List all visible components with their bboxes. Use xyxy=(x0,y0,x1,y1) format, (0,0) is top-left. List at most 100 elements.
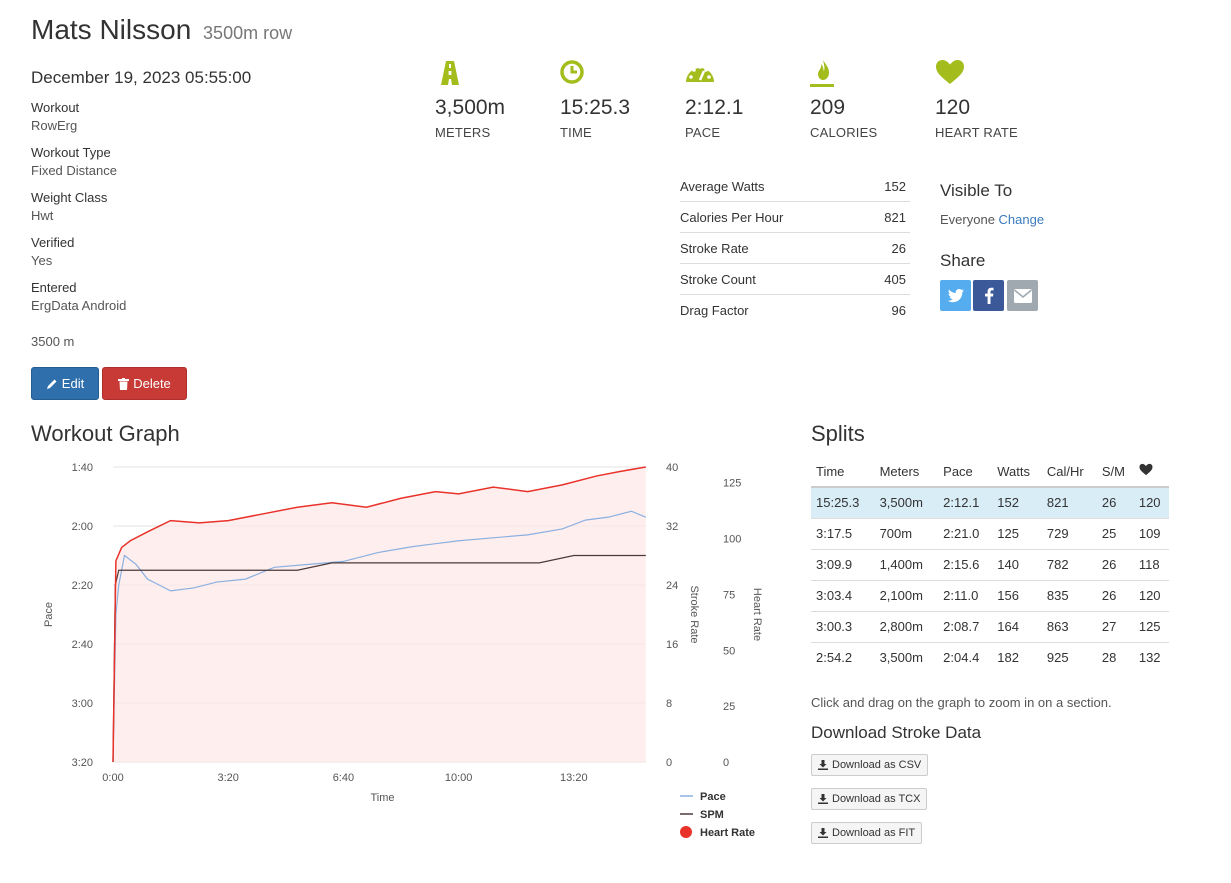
column-header: Time xyxy=(811,456,875,488)
download-tcx-button[interactable]: Download as TCX xyxy=(811,788,928,810)
pace-tick-label: 2:20 xyxy=(72,580,93,592)
metric-value: 96 xyxy=(891,303,906,318)
pencil-icon xyxy=(46,379,57,389)
cell: 2:15.6 xyxy=(938,548,993,580)
graph-zoom-hint: Click and drag on the graph to zoom in o… xyxy=(811,695,1112,710)
stat-heart-rate: 120 HEART RATE xyxy=(935,58,1055,140)
change-visibility-link[interactable]: Change xyxy=(998,212,1045,227)
splits-row: 3:00.3 2,800m 2:08.7 164 863 27 125 xyxy=(811,610,1169,642)
download-fit-button[interactable]: Download as FIT xyxy=(811,822,923,844)
cell: 2:08.7 xyxy=(938,610,993,642)
legend-label-spm: SPM xyxy=(700,809,724,821)
clock-icon xyxy=(560,60,584,84)
cell: 3,500m xyxy=(874,641,939,673)
column-header: Watts xyxy=(992,456,1042,488)
share-twitter-button[interactable] xyxy=(940,280,971,311)
stat-value: 209 xyxy=(810,96,846,119)
cell: 125 xyxy=(992,517,1042,549)
download-csv-button[interactable]: Download as CSV xyxy=(811,754,929,776)
download-icon xyxy=(818,794,828,804)
cell: 3:09.9 xyxy=(811,548,875,580)
pace-line xyxy=(112,510,647,763)
cell: 2:21.0 xyxy=(938,517,993,549)
stat-calories: 209 CALORIES xyxy=(810,58,930,140)
cell: 2:04.4 xyxy=(938,641,993,673)
cell: 26 xyxy=(1096,486,1134,518)
visibility-line: Everyone Change xyxy=(940,212,1044,227)
athlete-name: Mats Nilsson xyxy=(31,14,192,45)
pace-axis-title: Pace xyxy=(43,602,55,627)
metric-value: 405 xyxy=(884,271,906,287)
detail-item: Workout Type Fixed Distance xyxy=(31,145,331,190)
x-tick-label: 0:00 xyxy=(102,772,123,784)
share-facebook-button[interactable] xyxy=(973,280,1004,311)
cell: 164 xyxy=(992,610,1042,642)
stat-label: PACE xyxy=(685,125,721,140)
stroke-rate-axis-title: Stroke Rate xyxy=(688,585,700,643)
metric-row: Average Watts 152 xyxy=(680,171,910,202)
stat-label: CALORIES xyxy=(810,125,878,140)
cell: 27 xyxy=(1096,610,1134,642)
splits-row-total: 15:25.3 3,500m 2:12.1 152 821 26 120 xyxy=(811,486,1169,518)
detail-item: Entered ErgData Android xyxy=(31,280,331,325)
stroke-rate-tick-label: 16 xyxy=(666,639,678,651)
cell: 26 xyxy=(1096,548,1134,580)
detail-value: Hwt xyxy=(31,208,54,223)
cell: 821 xyxy=(1041,486,1097,518)
workout-subtitle: 3500m row xyxy=(203,23,293,43)
detail-label: Workout xyxy=(31,100,80,115)
detail-label: Workout Type xyxy=(31,145,111,160)
page-title: Mats Nilsson 3500m row xyxy=(31,14,292,46)
heart-icon xyxy=(936,60,964,84)
heart-rate-line xyxy=(112,466,646,763)
stat-meters: 3,500m METERS xyxy=(435,58,555,140)
x-tick-label: 6:40 xyxy=(333,772,354,784)
cell: 2:12.1 xyxy=(938,486,993,518)
stat-value: 15:25.3 xyxy=(560,96,631,119)
x-tick-label: 3:20 xyxy=(217,772,238,784)
splits-header-row: Time Meters Pace Watts Cal/Hr S/M xyxy=(811,456,1169,488)
heart-rate-tick-label: 25 xyxy=(723,701,735,713)
workout-details: Workout RowErg Workout Type Fixed Distan… xyxy=(31,100,331,325)
cell: 835 xyxy=(1041,579,1097,611)
workout-graph-heading: Workout Graph xyxy=(31,421,180,446)
cell: 700m xyxy=(874,517,939,549)
splits-heading: Splits xyxy=(811,421,865,446)
download-heading: Download Stroke Data xyxy=(811,723,982,742)
stat-pace: 2:12.1 PACE xyxy=(685,58,805,140)
cell: 3:00.3 xyxy=(811,610,875,642)
download-icon xyxy=(818,828,828,838)
heart-rate-axis-title: Heart Rate xyxy=(751,588,763,641)
cell: 925 xyxy=(1041,641,1097,673)
heart-rate-area xyxy=(113,467,646,762)
edit-button-label: Edit xyxy=(61,376,85,391)
cell: 2:54.2 xyxy=(811,641,875,673)
stat-label: METERS xyxy=(435,125,491,140)
download-csv-label: Download as CSV xyxy=(832,759,922,771)
heart-icon xyxy=(1139,463,1153,476)
workout-graph[interactable]: 1:40 2:00 2:20 2:40 3:00 3:20 0 8 16 24 32 40 0 25 50 7… xyxy=(40,455,780,855)
envelope-icon xyxy=(1013,288,1032,303)
stat-time: 15:25.3 TIME xyxy=(560,58,680,140)
splits-row: 3:17.5 700m 2:21.0 125 729 25 109 xyxy=(811,517,1169,549)
stat-value: 120 xyxy=(935,96,971,119)
cell: 120 xyxy=(1133,579,1169,611)
pace-tick-label: 3:00 xyxy=(72,698,93,710)
cell: 132 xyxy=(1133,641,1169,673)
speedometer-icon xyxy=(686,65,714,82)
cell: 118 xyxy=(1133,548,1169,580)
metric-row: Stroke Count 405 xyxy=(680,264,910,295)
detail-label: Entered xyxy=(31,280,77,295)
share-email-button[interactable] xyxy=(1007,280,1038,311)
cell: 28 xyxy=(1096,641,1134,673)
column-header: Pace xyxy=(938,456,993,488)
cell: 109 xyxy=(1133,517,1169,549)
edit-button[interactable]: Edit xyxy=(31,367,99,400)
stroke-rate-tick-label: 24 xyxy=(666,580,678,592)
metric-row: Calories Per Hour 821 xyxy=(680,202,910,233)
delete-button[interactable]: Delete xyxy=(102,367,187,400)
metric-label: Stroke Rate xyxy=(680,240,749,256)
x-axis-title: Time xyxy=(370,792,394,804)
column-header: Meters xyxy=(874,456,939,488)
stroke-rate-tick-label: 40 xyxy=(666,462,678,474)
